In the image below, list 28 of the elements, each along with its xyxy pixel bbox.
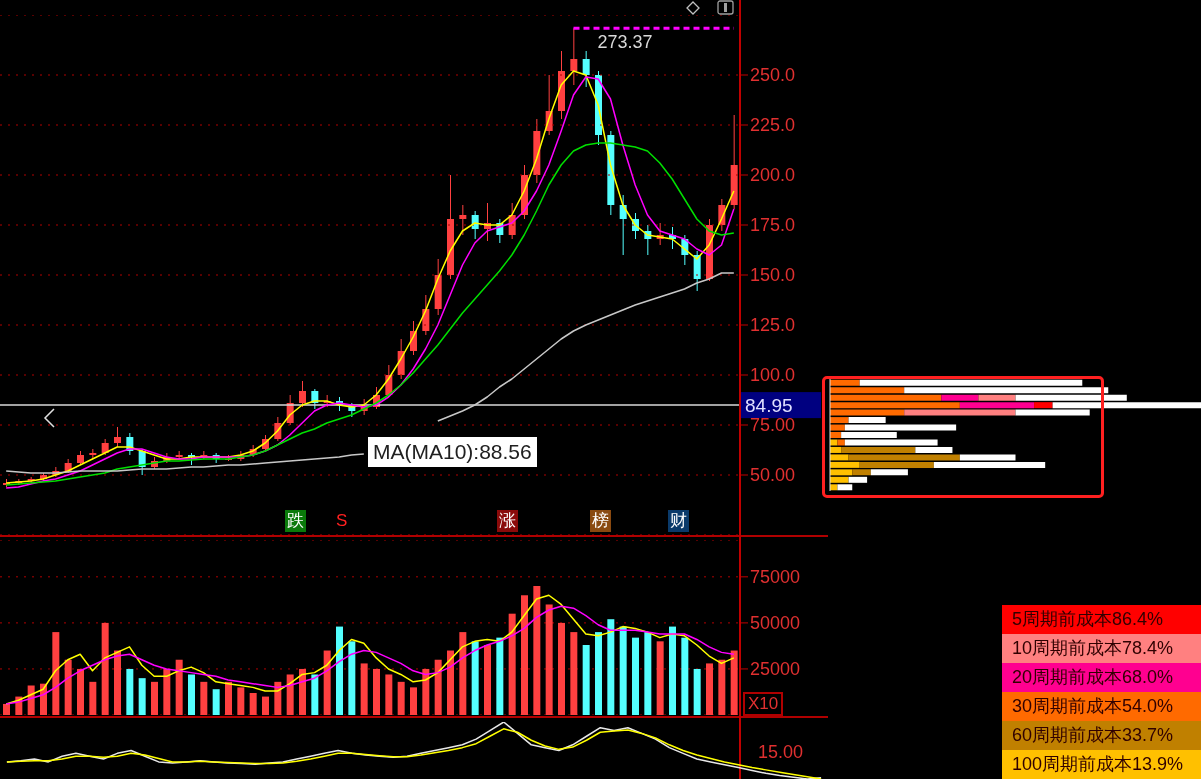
y-tick-label: 75000 <box>750 567 801 588</box>
y-tick-label: 75.00 <box>750 415 796 436</box>
y-tick-label: 125.0 <box>750 315 796 336</box>
text: 10周期前成本78.4% <box>1002 634 1201 663</box>
y-tick-label: 225.0 <box>750 115 796 136</box>
annotation: S <box>335 510 349 532</box>
y-tick-label: 175.0 <box>750 215 796 236</box>
y-tick-label: 100.0 <box>750 365 796 386</box>
y-tick-label: 150.0 <box>750 265 796 286</box>
annotation: 15.00 <box>758 742 804 763</box>
text: X10 <box>743 692 784 716</box>
y-tick-label: 25000 <box>750 659 801 680</box>
text: 60周期前成本33.7% <box>1002 721 1201 750</box>
text: 30周期前成本54.0% <box>1002 692 1201 721</box>
y-tick-label: 50000 <box>750 613 801 634</box>
ref-line-label: 84.95 <box>745 395 793 417</box>
annotation: 跌 <box>285 510 306 532</box>
text: 5周期前成本86.4% <box>1002 605 1201 634</box>
text: 100周期前成本13.9% <box>1002 750 1201 779</box>
y-tick-label: 250.0 <box>750 65 796 86</box>
annotation: MA(MA10):88.56 <box>368 437 537 467</box>
text: 20周期前成本68.0% <box>1002 663 1201 692</box>
y-tick-label: 200.0 <box>750 165 796 186</box>
annotation: 涨 <box>497 510 518 532</box>
annotation: 财 <box>668 510 689 532</box>
y-tick-label: 50.00 <box>750 465 796 486</box>
ref-line-label: 273.37 <box>597 32 653 53</box>
annotation: 榜 <box>590 510 611 532</box>
